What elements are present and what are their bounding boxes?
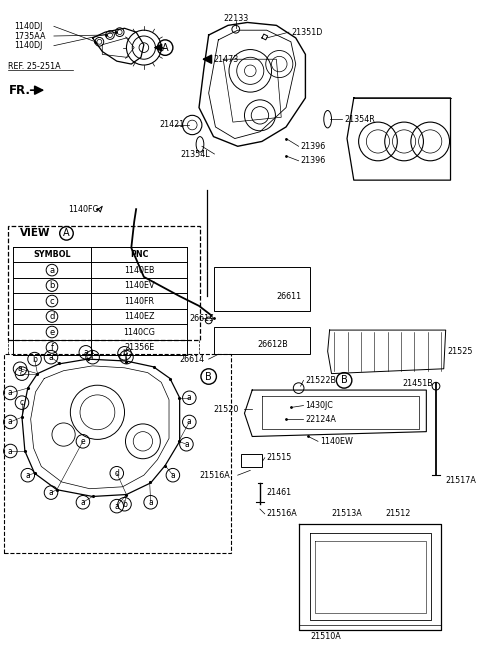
- Text: a: a: [49, 265, 55, 275]
- Text: a: a: [48, 352, 53, 362]
- Text: 21520: 21520: [214, 405, 239, 414]
- Text: a: a: [148, 498, 153, 507]
- Text: 21522B: 21522B: [305, 376, 336, 385]
- Text: 1140EB: 1140EB: [124, 265, 154, 275]
- Text: b: b: [122, 349, 127, 358]
- Text: b: b: [32, 354, 37, 364]
- Text: 21356E: 21356E: [124, 343, 154, 352]
- Text: VIEW: VIEW: [20, 228, 50, 238]
- Text: 21516A: 21516A: [267, 509, 298, 519]
- Text: a: a: [18, 364, 23, 373]
- Text: FR.: FR.: [9, 84, 30, 96]
- Text: 21461: 21461: [267, 488, 292, 497]
- Text: a: a: [8, 446, 13, 456]
- Text: 21525: 21525: [448, 347, 473, 356]
- Text: e: e: [81, 437, 85, 446]
- Text: B: B: [341, 375, 348, 386]
- Text: 21473: 21473: [214, 55, 239, 64]
- Text: f: f: [50, 343, 53, 352]
- Text: a: a: [8, 418, 13, 426]
- Bar: [214, 267, 310, 311]
- Text: B: B: [205, 372, 212, 382]
- Text: 1735AA: 1735AA: [14, 31, 46, 41]
- Text: a: a: [48, 488, 53, 497]
- Text: 1140EZ: 1140EZ: [124, 312, 154, 321]
- Text: 1140DJ: 1140DJ: [14, 22, 43, 31]
- Bar: [240, 454, 262, 467]
- Text: a: a: [8, 388, 13, 398]
- Text: 21396: 21396: [300, 156, 326, 166]
- Text: 21512: 21512: [386, 509, 411, 519]
- Text: 1140EV: 1140EV: [124, 281, 154, 290]
- Text: A: A: [63, 228, 70, 238]
- Text: e: e: [49, 328, 55, 336]
- Text: d: d: [49, 312, 55, 321]
- Bar: [9, 225, 200, 340]
- Text: 21396: 21396: [300, 142, 326, 151]
- Text: 1140FR: 1140FR: [124, 297, 154, 305]
- Text: REF. 25-251A: REF. 25-251A: [9, 63, 61, 71]
- Text: 1140DJ: 1140DJ: [14, 41, 43, 50]
- Text: 21354R: 21354R: [344, 114, 375, 124]
- Bar: [13, 247, 187, 355]
- Text: SYMBOL: SYMBOL: [33, 250, 71, 259]
- Text: 22133: 22133: [223, 14, 248, 23]
- Text: f: f: [125, 352, 128, 362]
- Text: a: a: [84, 348, 88, 357]
- Text: b: b: [49, 281, 55, 290]
- Text: 26612B: 26612B: [257, 340, 288, 349]
- Text: 1140EW: 1140EW: [320, 437, 353, 446]
- Text: a: a: [187, 393, 192, 402]
- Text: d: d: [114, 469, 119, 477]
- Text: 1140CG: 1140CG: [123, 328, 155, 336]
- Text: a: a: [114, 501, 119, 511]
- Text: 21354L: 21354L: [180, 150, 210, 158]
- Text: 1430JC: 1430JC: [305, 401, 333, 410]
- Text: 21351D: 21351D: [291, 28, 322, 37]
- Bar: [214, 327, 310, 354]
- Text: 21516A: 21516A: [199, 471, 230, 479]
- Text: b: b: [122, 499, 127, 509]
- Text: a: a: [184, 440, 189, 449]
- Text: 21510A: 21510A: [311, 632, 341, 641]
- Text: 22124A: 22124A: [305, 414, 336, 424]
- Text: A: A: [162, 43, 168, 53]
- Text: 26615: 26615: [189, 314, 215, 323]
- Text: 21421: 21421: [159, 120, 185, 130]
- Text: 21515: 21515: [267, 454, 292, 462]
- Text: c: c: [20, 369, 24, 378]
- Text: 21451B: 21451B: [402, 379, 433, 388]
- Text: 1140FC: 1140FC: [69, 205, 98, 213]
- Text: c: c: [49, 297, 54, 305]
- Text: 26614: 26614: [180, 354, 205, 364]
- Text: a: a: [81, 498, 85, 507]
- Text: 26611: 26611: [276, 292, 301, 301]
- Text: a: a: [187, 418, 192, 426]
- Bar: [3, 354, 231, 553]
- Text: 21517A: 21517A: [446, 475, 477, 485]
- Text: a: a: [170, 471, 175, 479]
- Text: PNC: PNC: [130, 250, 148, 259]
- Text: c: c: [20, 398, 24, 407]
- Text: a: a: [25, 471, 30, 479]
- Text: 21513A: 21513A: [332, 509, 362, 519]
- Text: f: f: [91, 352, 94, 362]
